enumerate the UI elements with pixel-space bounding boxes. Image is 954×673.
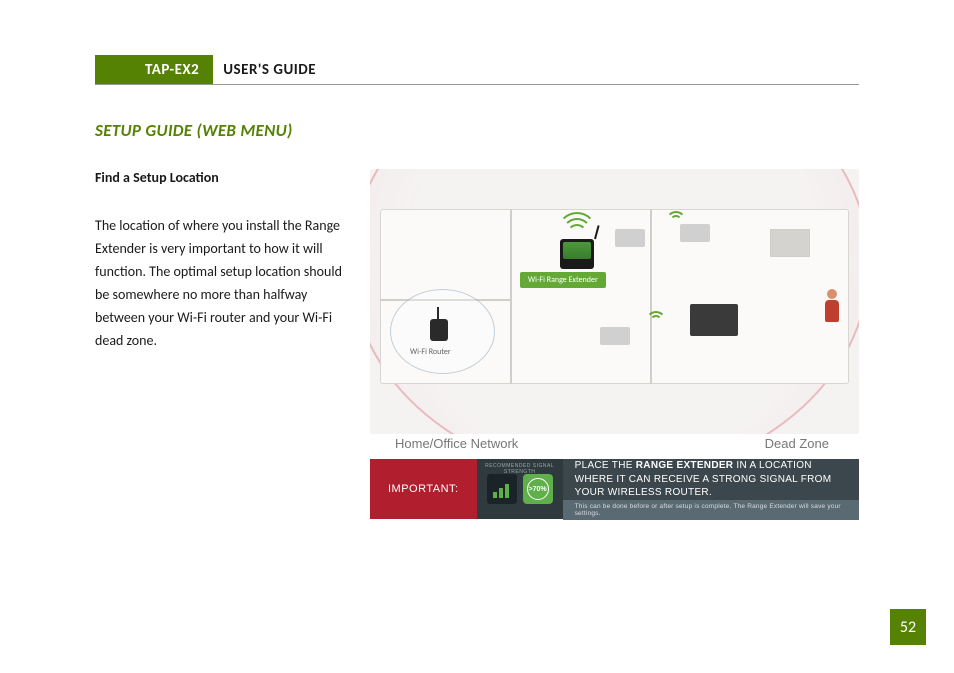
laptop-icon: [615, 229, 645, 247]
diagram-caption-right: Dead Zone: [765, 436, 829, 451]
callout-important-label: IMPORTANT:: [370, 459, 477, 519]
page-number: 52: [890, 609, 926, 645]
device-icon: [770, 229, 810, 257]
diagram-caption-left: Home/Office Network: [395, 436, 518, 451]
callout-message: PLACE THE RANGE EXTENDER IN A LOCATION W…: [563, 459, 859, 500]
router-label: Wi-Fi Router: [410, 347, 451, 357]
signal-percent-badge: >70%: [523, 474, 553, 504]
tv-icon: [690, 304, 738, 336]
body-paragraph: The location of where you install the Ra…: [95, 214, 350, 353]
important-callout: IMPORTANT: RECOMMENDED SIGNAL STRENGTH >…: [370, 459, 859, 519]
callout-subtext: This can be done before or after setup i…: [563, 500, 859, 520]
wifi-router-icon: [430, 319, 448, 341]
extender-label: Wi-Fi Range Extender: [520, 272, 606, 288]
product-badge: TAP-EX2: [95, 55, 213, 84]
signal-bars-icon: [487, 474, 517, 504]
interior-wall: [510, 209, 512, 384]
document-header: TAP-EX2 USER'S GUIDE: [95, 55, 859, 85]
section-title: SETUP GUIDE (WEB MENU): [95, 120, 859, 141]
laptop-icon: [680, 224, 710, 242]
person-icon: [823, 289, 841, 329]
interior-wall: [650, 209, 652, 384]
setup-location-diagram: Wi-Fi Range Extender Wi-Fi Router: [370, 169, 859, 434]
callout-signal-strength: RECOMMENDED SIGNAL STRENGTH >70%: [477, 459, 563, 519]
laptop-icon: [600, 327, 630, 345]
subsection-heading: Find a Setup Location: [95, 169, 350, 186]
document-title: USER'S GUIDE: [213, 55, 316, 84]
